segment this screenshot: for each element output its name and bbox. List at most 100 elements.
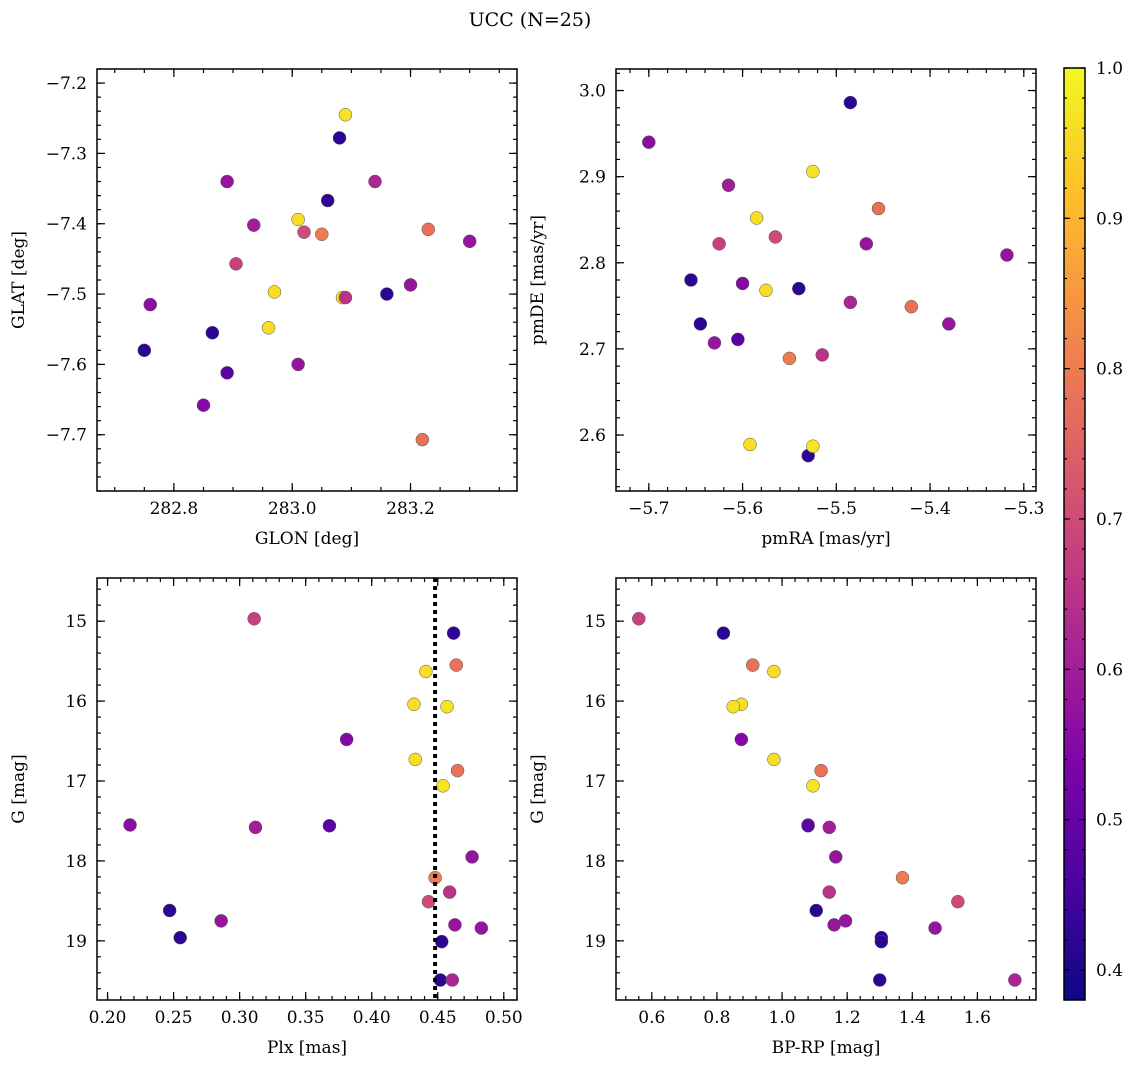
data-point bbox=[827, 918, 841, 932]
colorbar-gradient bbox=[1064, 68, 1085, 1000]
y-tick-label: 3.0 bbox=[579, 82, 606, 102]
data-point bbox=[322, 819, 337, 833]
data-point bbox=[407, 697, 421, 712]
y-tick-label: −7.6 bbox=[46, 355, 87, 375]
plot-frame bbox=[96, 577, 518, 1001]
x-tick-label: 1.0 bbox=[769, 1008, 796, 1028]
y-tick-label: 18 bbox=[584, 852, 606, 872]
data-point bbox=[436, 779, 450, 793]
data-point bbox=[632, 612, 646, 626]
data-point bbox=[320, 193, 335, 208]
data-point bbox=[726, 699, 740, 714]
x-tick-label: −5.5 bbox=[816, 499, 857, 519]
data-point bbox=[291, 357, 305, 372]
data-point bbox=[448, 918, 462, 932]
y-axis-label: pmDE [mas/yr] bbox=[528, 215, 548, 345]
data-point bbox=[446, 626, 461, 640]
data-point bbox=[137, 343, 152, 358]
colorbar-frame bbox=[1063, 67, 1086, 1001]
data-point bbox=[403, 278, 418, 292]
data-point bbox=[205, 326, 220, 340]
data-point bbox=[415, 432, 430, 447]
data-point bbox=[220, 366, 234, 380]
data-point bbox=[843, 295, 858, 310]
data-point bbox=[904, 299, 919, 314]
x-tick-label: 0.20 bbox=[89, 1008, 127, 1028]
y-tick-label: −7.3 bbox=[46, 144, 87, 164]
data-point bbox=[297, 225, 311, 239]
data-point bbox=[815, 348, 829, 362]
data-point bbox=[792, 281, 806, 296]
y-tick-label: 16 bbox=[584, 692, 606, 712]
data-points bbox=[632, 612, 1022, 987]
data-point bbox=[768, 230, 783, 244]
x-tick-label: −5.3 bbox=[1003, 499, 1044, 519]
data-point bbox=[162, 903, 177, 918]
x-tick-label: 0.40 bbox=[353, 1008, 391, 1028]
x-tick-label: 1.4 bbox=[899, 1008, 926, 1028]
x-tick-label: 0.30 bbox=[221, 1008, 259, 1028]
data-point bbox=[229, 257, 243, 271]
data-point bbox=[745, 658, 760, 672]
data-point bbox=[143, 297, 157, 312]
y-tick-label: 17 bbox=[584, 772, 606, 792]
data-point bbox=[859, 237, 874, 251]
colorbar-tick-label: 1.0 bbox=[1096, 59, 1123, 79]
x-tick-label: 1.2 bbox=[834, 1008, 861, 1028]
colorbar: 0.4 0.5 0.6 0.7 0.8 0.9 1.0 bbox=[1063, 59, 1123, 1001]
data-points bbox=[123, 612, 489, 987]
data-point bbox=[809, 903, 823, 918]
data-point bbox=[928, 921, 942, 935]
data-point bbox=[267, 285, 282, 299]
panel-plx-g: 0.20 0.25 0.30 0.35 0.40 0.45 0.50 15 16 17 18 19 Pl… bbox=[9, 577, 523, 1058]
y-tick-label: 15 bbox=[584, 612, 606, 632]
data-point bbox=[419, 664, 433, 679]
data-point bbox=[806, 164, 820, 179]
x-tick-label: −5.4 bbox=[909, 499, 950, 519]
data-point bbox=[838, 914, 853, 928]
data-point bbox=[315, 227, 329, 242]
y-tick-label: 19 bbox=[584, 932, 606, 952]
data-point bbox=[291, 212, 305, 227]
x-tick-label: 1.6 bbox=[964, 1008, 991, 1028]
data-point bbox=[767, 752, 781, 767]
data-point bbox=[822, 885, 837, 899]
y-tick-label: 17 bbox=[65, 772, 87, 792]
x-tick-label: 283.0 bbox=[268, 499, 317, 519]
panel-pmra-pmde: −5.7 −5.6 −5.5 −5.4 −5.3 2.6 2.7 2.8 2.9 3.0 pmRA … bbox=[528, 68, 1044, 549]
data-point bbox=[474, 921, 489, 935]
data-point bbox=[874, 934, 889, 949]
y-tick-label: 16 bbox=[65, 692, 87, 712]
data-point bbox=[247, 612, 261, 626]
y-axis-label: G [mag] bbox=[528, 754, 548, 823]
x-tick-label: −5.6 bbox=[722, 499, 763, 519]
plot-frame bbox=[615, 68, 1037, 492]
data-point bbox=[759, 283, 773, 298]
data-point bbox=[445, 973, 460, 987]
y-axis-label: G [mag] bbox=[9, 754, 29, 823]
y-tick-label: 19 bbox=[65, 932, 87, 952]
y-tick-label: 18 bbox=[65, 852, 87, 872]
data-point bbox=[332, 131, 347, 145]
data-point bbox=[716, 626, 731, 640]
data-point bbox=[743, 437, 757, 452]
plot-frame bbox=[615, 577, 1037, 1001]
x-tick-label: 0.6 bbox=[638, 1008, 665, 1028]
colorbar-tick-label: 0.6 bbox=[1096, 660, 1123, 680]
x-tick-label: 282.8 bbox=[150, 499, 199, 519]
data-point bbox=[261, 321, 276, 335]
data-point bbox=[684, 273, 698, 287]
data-point bbox=[339, 732, 354, 747]
data-point bbox=[735, 276, 750, 291]
data-point bbox=[895, 870, 910, 885]
y-tick-label: 2.7 bbox=[579, 340, 606, 360]
data-point bbox=[822, 820, 837, 835]
x-tick-label: 0.50 bbox=[485, 1008, 523, 1028]
data-point bbox=[871, 201, 886, 216]
y-axis-label: GLAT [deg] bbox=[9, 231, 29, 329]
data-point bbox=[1000, 248, 1014, 262]
x-tick-label: −5.7 bbox=[628, 499, 669, 519]
data-point bbox=[721, 178, 736, 193]
plot-frame bbox=[96, 68, 518, 492]
data-point bbox=[450, 763, 465, 778]
